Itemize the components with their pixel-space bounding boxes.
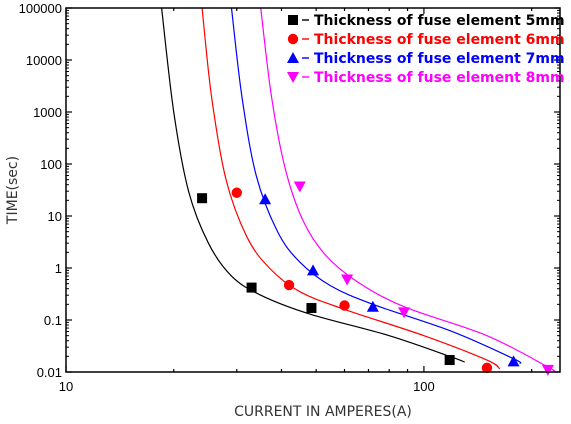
data-markers — [197, 181, 554, 376]
series-3-point — [366, 300, 379, 312]
legend-label: Thickness of fuse element 6mm — [314, 32, 565, 48]
legend-marker — [288, 15, 298, 25]
legend-item-4: Thickness of fuse element 8mm — [287, 70, 565, 86]
series-2-point — [339, 300, 350, 311]
legend-marker — [287, 72, 299, 83]
series-1-point — [197, 193, 208, 204]
y-tick-label: 0.01 — [37, 365, 62, 380]
series-4-point — [541, 364, 554, 376]
y-axis-label: TIME(sec) — [5, 156, 21, 225]
y-tick-label: 10 — [48, 209, 62, 224]
series-2-point — [481, 362, 493, 374]
series-2-point — [231, 187, 242, 198]
legend: Thickness of fuse element 5mm Thickness o… — [287, 13, 565, 86]
x-axis-label: CURRENT IN AMPERES(A) — [234, 404, 412, 420]
legend-item-3: Thickness of fuse element 7mm — [287, 51, 565, 67]
series-1-point — [246, 282, 257, 293]
series-2-point — [283, 279, 295, 291]
series-1-curve — [161, 8, 465, 363]
legend-label: Thickness of fuse element 7mm — [314, 51, 565, 67]
series-3-point — [259, 193, 272, 205]
y-tick-label: 0.1 — [44, 313, 62, 328]
series-3-point — [307, 264, 320, 276]
plot-frame — [65, 7, 561, 373]
series-4-point — [398, 307, 411, 319]
x-tick-label: 100 — [413, 379, 435, 394]
legend-item-1: Thickness of fuse element 5mm — [288, 13, 565, 29]
series-3-point — [507, 355, 520, 367]
series-1-point — [306, 303, 317, 314]
tick-labels: 0.01 0.1 1 10 100 1000 10000 100000 10 100 — [19, 1, 435, 394]
legend-label: Thickness of fuse element 5mm — [314, 13, 565, 29]
series-4-point — [341, 274, 354, 286]
x-tick-label: 10 — [59, 379, 73, 394]
series-1-point — [444, 355, 455, 366]
y-tick-label: 100 — [40, 157, 62, 172]
y-tick-label: 1 — [55, 261, 62, 276]
y-tick-label: 10000 — [26, 53, 62, 68]
series-4-curve — [260, 8, 556, 372]
series-2-curve — [201, 8, 501, 370]
legend-marker — [287, 33, 299, 45]
series-4-point — [293, 181, 306, 193]
legend-label: Thickness of fuse element 8mm — [314, 70, 565, 86]
y-tick-label: 1000 — [33, 105, 62, 120]
legend-item-2: Thickness of fuse element 6mm — [287, 32, 565, 48]
axis-ticks — [65, 7, 560, 373]
y-tick-label: 100000 — [19, 1, 62, 16]
legend-marker — [287, 52, 299, 63]
